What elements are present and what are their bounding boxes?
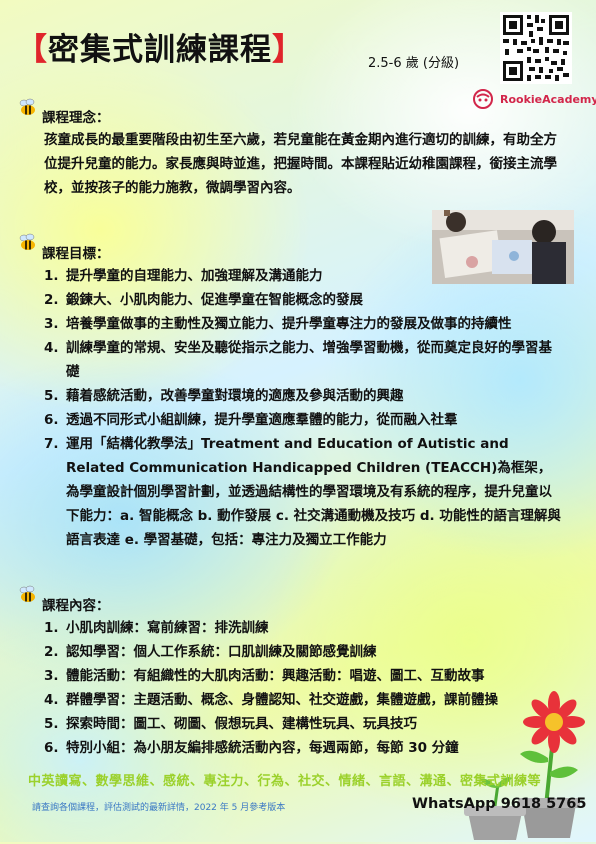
footer-note: 請查詢各個課程，評估測試的最新詳情，2022 年 5 月參考版本 [32, 803, 286, 813]
list-item: 3. 體能活動：有組織性的大肌肉活動：興趣活動：唱遊、圖工、互動故事 [44, 668, 485, 684]
flower-pots-icon [446, 688, 592, 840]
title-bracket-close: 】 [272, 32, 304, 68]
list-item: 2. 認知學習：個人工作系統：口肌訓練及關節感覺訓練 [44, 644, 377, 660]
list-item: 1. 提升學童的自理能力、加強理解及溝通能力 [44, 268, 323, 284]
list-item: 6. 特別小組：為小朋友編排感統活動內容，每週兩節，每節 30 分鐘 [44, 740, 459, 756]
whatsapp-contact[interactable]: WhatsApp 9618 5765 [412, 796, 587, 812]
list-item: 3. 培養學童做事的主動性及獨立能力、提升學童專注力的發展及做事的持續性 [44, 316, 512, 332]
bee-icon [18, 97, 38, 121]
contents-heading: 課程內容： [42, 598, 110, 614]
list-item: 5. 藉着感統活動，改善學童對環境的適應及參與活動的興趣 [44, 388, 404, 404]
philosophy-text: 孩童成長的最重要階段由初生至六歲，若兒童能在黃金期內進行適切的訓練，有助全方位提… [44, 132, 557, 196]
bee-icon [18, 584, 38, 608]
page-title: 【密集式訓練課程】 [16, 24, 304, 69]
contents-list: 1. 小肌肉訓練：寫前練習：排洗訓練 2. 認知學習：個人工作系統：口肌訓練及關節感… [44, 616, 544, 760]
age-range: 2.5-6 歲 (分級) [368, 56, 460, 71]
logo-text: RookieAcademy [500, 93, 596, 106]
list-item: 5. 探索時間：圖工、砌圖、假想玩具、建構性玩具、玩具技巧 [44, 716, 417, 732]
title-bracket-open: 【 [16, 32, 48, 68]
list-item: 4. 訓練學童的常規、安坐及聽從指示之能力、增強學習動機，從而奠定良好的學習基礎 [44, 340, 552, 380]
list-item: 1. 小肌肉訓練：寫前練習：排洗訓練 [44, 620, 269, 636]
list-item: 6. 透過不同形式小組訓練，提升學童適應羣體的能力，從而融入社羣 [44, 412, 458, 428]
title-text: 密集式訓練課程 [48, 32, 272, 68]
rookie-logo-icon [468, 88, 592, 110]
goals-heading: 課程目標： [42, 246, 110, 262]
bee-icon [18, 232, 38, 256]
qr-code-icon[interactable] [500, 12, 572, 84]
children-activity-photo [432, 210, 574, 284]
philosophy-heading: 課程理念： [42, 110, 110, 126]
goals-list: 1. 提升學童的自理能力、加強理解及溝通能力 2. 鍛鍊大、小肌肉能力、促進學童在智… [44, 264, 564, 552]
list-item: 2. 鍛鍊大、小肌肉能力、促進學童在智能概念的發展 [44, 292, 363, 308]
list-item: 4. 群體學習：主題活動、概念、身體認知、社交遊戲，集體遊戲，課前體操 [44, 692, 498, 708]
list-item: 7. 運用「結構化教學法」Treatment and Education of A… [44, 436, 561, 548]
footer-tags: 中英讀寫、數學思維、感統、專注力、行為、社交、情緒、言語、溝通、密集式訓練等 [28, 774, 542, 789]
